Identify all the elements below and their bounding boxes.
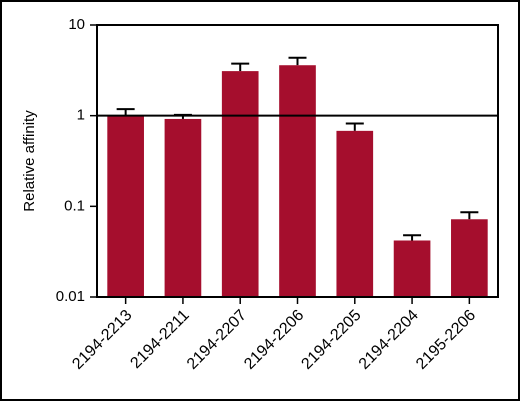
plot-area: [96, 24, 499, 298]
y-tick-label: 0.01: [56, 288, 85, 305]
y-tick-label: 10: [68, 16, 85, 33]
y-tick-label: 0.1: [64, 197, 85, 214]
bar: [164, 118, 202, 297]
bar: [393, 240, 431, 297]
bar: [336, 130, 374, 297]
bar: [279, 65, 316, 297]
bar: [451, 219, 488, 297]
y-axis-label: Relative affinity: [21, 110, 38, 212]
bar: [107, 115, 144, 298]
bar: [221, 71, 259, 297]
y-tick-label: 1: [77, 107, 85, 124]
